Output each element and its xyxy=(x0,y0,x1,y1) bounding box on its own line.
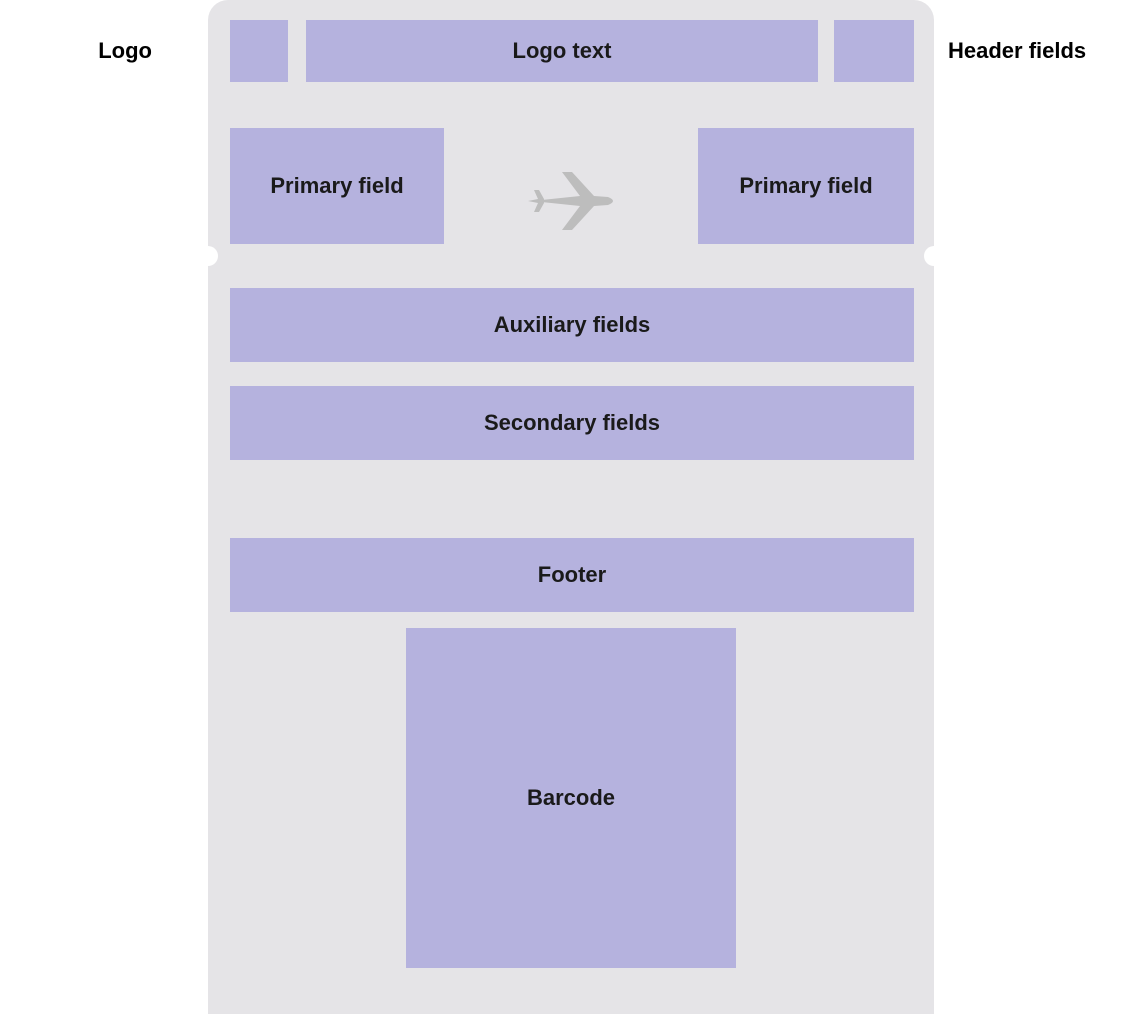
logo-text-label: Logo text xyxy=(513,38,612,64)
barcode-label: Barcode xyxy=(527,785,615,811)
auxiliary-fields-label: Auxiliary fields xyxy=(494,312,651,338)
auxiliary-fields-block: Auxiliary fields xyxy=(230,288,914,362)
secondary-fields-block: Secondary fields xyxy=(230,386,914,460)
footer-block: Footer xyxy=(230,538,914,612)
airplane-icon xyxy=(522,166,622,236)
diagram-stage: Logo Header fields Logo text Primary fie… xyxy=(0,0,1142,1014)
secondary-fields-label: Secondary fields xyxy=(484,410,660,436)
header-fields-block xyxy=(834,20,914,82)
barcode-block: Barcode xyxy=(406,628,736,968)
ticket-notch-right xyxy=(924,246,944,266)
primary-field-left-label: Primary field xyxy=(270,173,403,199)
logo-text-block: Logo text xyxy=(306,20,818,82)
logo-block xyxy=(230,20,288,82)
primary-field-right-label: Primary field xyxy=(739,173,872,199)
primary-field-right: Primary field xyxy=(698,128,914,244)
callout-logo-label: Logo xyxy=(0,38,158,64)
pass-card: Logo text Primary field Primary field Au… xyxy=(208,0,934,1014)
ticket-notch-left xyxy=(198,246,218,266)
footer-label: Footer xyxy=(538,562,606,588)
primary-field-left: Primary field xyxy=(230,128,444,244)
callout-header-label: Header fields xyxy=(942,38,1086,64)
